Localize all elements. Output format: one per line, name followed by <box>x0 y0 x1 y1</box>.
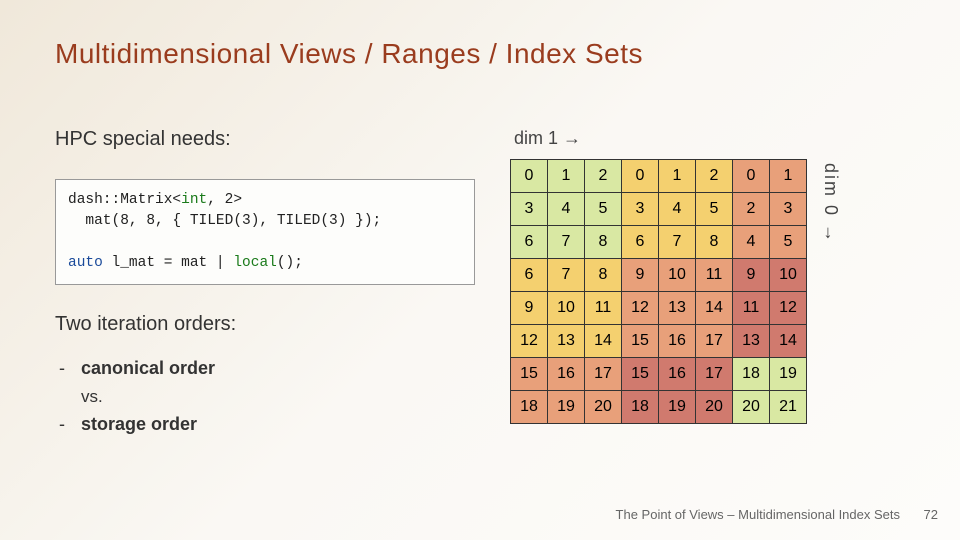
matrix-cell: 18 <box>511 391 548 424</box>
bullet-2-text: storage order <box>81 410 197 439</box>
matrix-cell: 3 <box>511 193 548 226</box>
matrix-cell: 9 <box>733 259 770 292</box>
matrix-cell: 14 <box>770 325 807 358</box>
matrix-cell: 1 <box>659 160 696 193</box>
matrix-row: 1516171516171819 <box>511 358 807 391</box>
matrix-row: 67867845 <box>511 226 807 259</box>
code-l3d: (); <box>277 255 303 271</box>
matrix-cell: 20 <box>696 391 733 424</box>
matrix-cell: 4 <box>733 226 770 259</box>
bullet-list: - canonical order vs. - storage order <box>55 354 475 439</box>
matrix-cell: 8 <box>585 226 622 259</box>
matrix-cell: 10 <box>659 259 696 292</box>
matrix-cell: 2 <box>585 160 622 193</box>
matrix-cell: 6 <box>511 259 548 292</box>
matrix-row: 1819201819202021 <box>511 391 807 424</box>
matrix-cell: 17 <box>696 358 733 391</box>
matrix-cell: 16 <box>548 358 585 391</box>
matrix-cell: 11 <box>696 259 733 292</box>
code-l1c: , 2> <box>207 192 242 208</box>
code-local: local <box>233 255 277 271</box>
matrix-cell: 11 <box>733 292 770 325</box>
bullet-1: - canonical order <box>59 354 475 383</box>
matrix-cell: 16 <box>659 358 696 391</box>
matrix-cell: 3 <box>770 193 807 226</box>
matrix-cell: 3 <box>622 193 659 226</box>
matrix-cell: 0 <box>733 160 770 193</box>
left-column: HPC special needs: dash::Matrix<int, 2> … <box>55 128 475 439</box>
matrix-cell: 2 <box>733 193 770 226</box>
matrix-cell: 2 <box>696 160 733 193</box>
matrix-cell: 21 <box>770 391 807 424</box>
code-int: int <box>181 192 207 208</box>
dim0-label: dim 0 → <box>820 163 841 244</box>
matrix-cell: 4 <box>659 193 696 226</box>
matrix-cell: 4 <box>548 193 585 226</box>
matrix-cell: 1 <box>548 160 585 193</box>
matrix-cell: 7 <box>548 259 585 292</box>
code-auto: auto <box>68 255 103 271</box>
matrix-cell: 19 <box>659 391 696 424</box>
matrix-cell: 6 <box>511 226 548 259</box>
matrix-cell: 13 <box>659 292 696 325</box>
subheading: HPC special needs: <box>55 128 475 151</box>
dim1-label: dim 1 → <box>510 128 807 149</box>
matrix-cell: 8 <box>696 226 733 259</box>
matrix-cell: 9 <box>622 259 659 292</box>
bullet-2: - storage order <box>59 410 475 439</box>
matrix-cell: 20 <box>585 391 622 424</box>
matrix-row: 1213141516171314 <box>511 325 807 358</box>
matrix-cell: 19 <box>770 358 807 391</box>
footer-text: The Point of Views – Multidimensional In… <box>616 507 900 522</box>
matrix-cell: 5 <box>696 193 733 226</box>
code-block: dash::Matrix<int, 2> mat(8, 8, { TILED(3… <box>55 179 475 285</box>
matrix-cell: 5 <box>770 226 807 259</box>
matrix-cell: 9 <box>511 292 548 325</box>
code-l2: mat(8, 8, { TILED(3), TILED(3) }); <box>68 213 381 229</box>
code-l1a: dash::Matrix< <box>68 192 181 208</box>
matrix-table: 0120120134534523678678456789101191091011… <box>510 159 807 424</box>
matrix-cell: 15 <box>622 325 659 358</box>
matrix-row: 01201201 <box>511 160 807 193</box>
matrix-cell: 13 <box>548 325 585 358</box>
matrix-cell: 12 <box>622 292 659 325</box>
bullet-vs: vs. <box>59 383 475 410</box>
matrix-cell: 1 <box>770 160 807 193</box>
matrix-cell: 8 <box>585 259 622 292</box>
slide-title: Multidimensional Views / Ranges / Index … <box>55 38 643 70</box>
dash-icon: - <box>59 410 81 439</box>
matrix-cell: 0 <box>622 160 659 193</box>
matrix-cell: 14 <box>696 292 733 325</box>
matrix-cell: 16 <box>659 325 696 358</box>
matrix-cell: 15 <box>511 358 548 391</box>
matrix-cell: 19 <box>548 391 585 424</box>
matrix-cell: 15 <box>622 358 659 391</box>
matrix-cell: 17 <box>585 358 622 391</box>
matrix-cell: 18 <box>622 391 659 424</box>
matrix-cell: 18 <box>733 358 770 391</box>
matrix-cell: 7 <box>659 226 696 259</box>
matrix-cell: 11 <box>585 292 622 325</box>
matrix-cell: 0 <box>511 160 548 193</box>
matrix-row: 34534523 <box>511 193 807 226</box>
matrix-cell: 12 <box>770 292 807 325</box>
matrix-cell: 17 <box>696 325 733 358</box>
matrix-cell: 20 <box>733 391 770 424</box>
matrix-row: 67891011910 <box>511 259 807 292</box>
matrix-cell: 5 <box>585 193 622 226</box>
matrix-cell: 10 <box>770 259 807 292</box>
matrix-cell: 6 <box>622 226 659 259</box>
matrix-cell: 14 <box>585 325 622 358</box>
matrix-row: 910111213141112 <box>511 292 807 325</box>
matrix-cell: 13 <box>733 325 770 358</box>
right-column: dim 1 → 01201201345345236786784567891011… <box>510 128 807 424</box>
matrix-cell: 12 <box>511 325 548 358</box>
page-number: 72 <box>924 507 938 522</box>
iteration-heading: Two iteration orders: <box>55 313 475 336</box>
matrix-cell: 10 <box>548 292 585 325</box>
bullet-1-text: canonical order <box>81 354 215 383</box>
code-l3b: l_mat = mat | <box>103 255 234 271</box>
matrix-cell: 7 <box>548 226 585 259</box>
dash-icon: - <box>59 354 81 383</box>
